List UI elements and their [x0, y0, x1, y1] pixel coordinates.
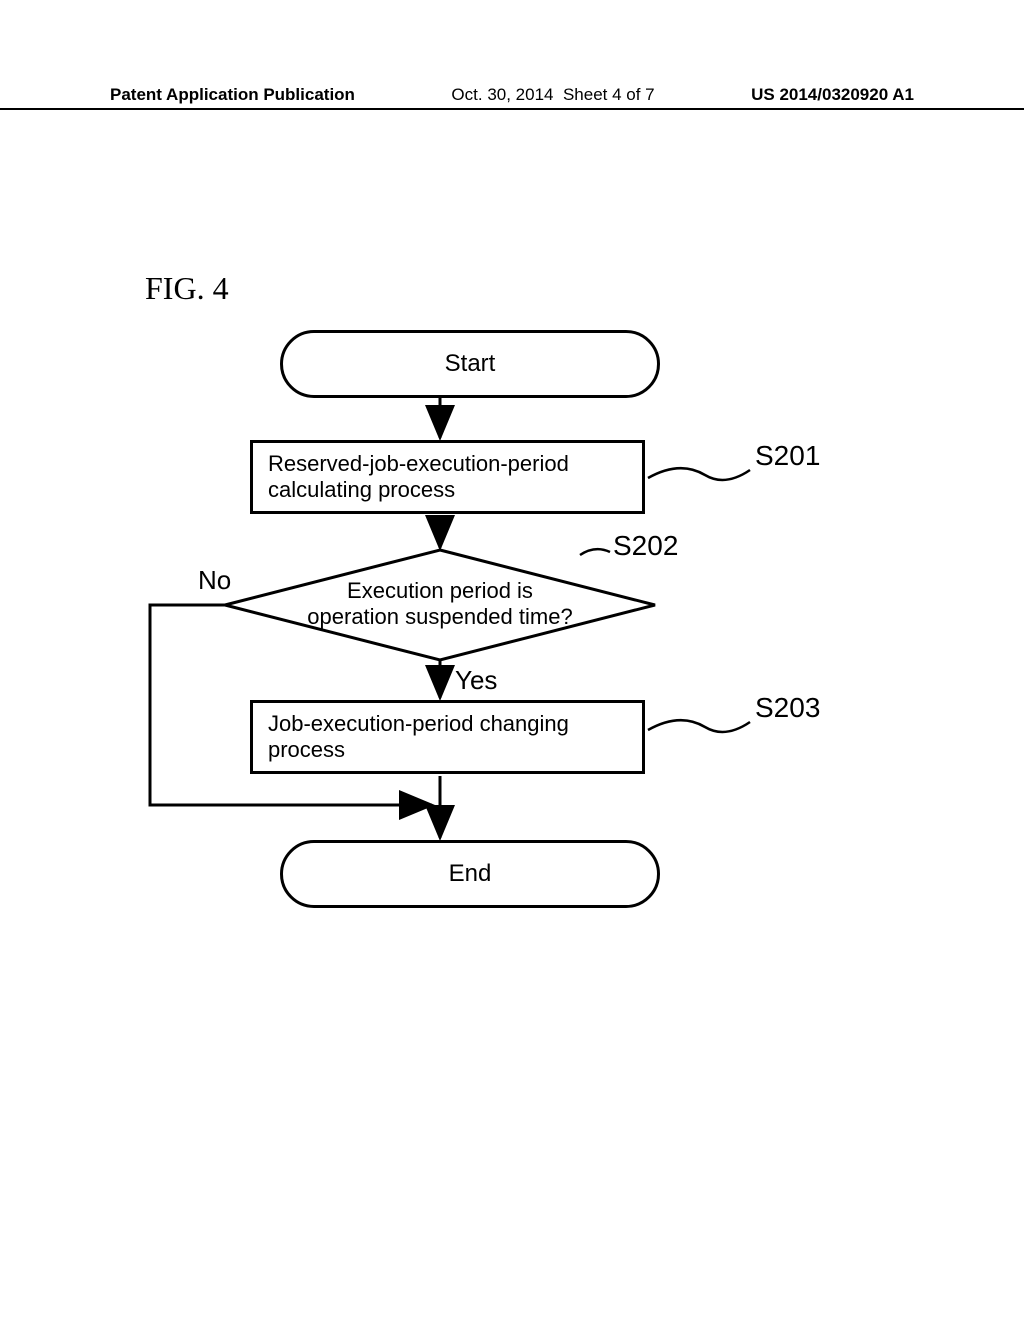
- end-node: End: [280, 840, 660, 908]
- decision-line2: operation suspended time?: [307, 604, 572, 630]
- start-node: Start: [280, 330, 660, 398]
- yes-label: Yes: [455, 665, 497, 696]
- end-label: End: [449, 860, 492, 888]
- decision-line1: Execution period is: [307, 578, 572, 604]
- header-left: Patent Application Publication: [110, 85, 355, 105]
- s203-ref: S203: [755, 692, 820, 724]
- flowchart-connectors: [0, 320, 1024, 1020]
- process-s203: Job-execution-period changing process: [250, 700, 645, 774]
- process-s203-text: Job-execution-period changing process: [268, 711, 569, 762]
- start-label: Start: [445, 350, 496, 378]
- process-s201: Reserved-job-execution-period calculatin…: [250, 440, 645, 514]
- no-label: No: [198, 565, 231, 596]
- header-right: US 2014/0320920 A1: [751, 85, 914, 105]
- s201-ref: S201: [755, 440, 820, 472]
- s202-ref: S202: [613, 530, 678, 562]
- process-s201-text: Reserved-job-execution-period calculatin…: [268, 451, 569, 502]
- decision-s202: Execution period is operation suspended …: [300, 578, 580, 630]
- figure-label: FIG. 4: [145, 270, 229, 307]
- header-center: Oct. 30, 2014 Sheet 4 of 7: [451, 85, 654, 105]
- page-header: Patent Application Publication Oct. 30, …: [0, 85, 1024, 110]
